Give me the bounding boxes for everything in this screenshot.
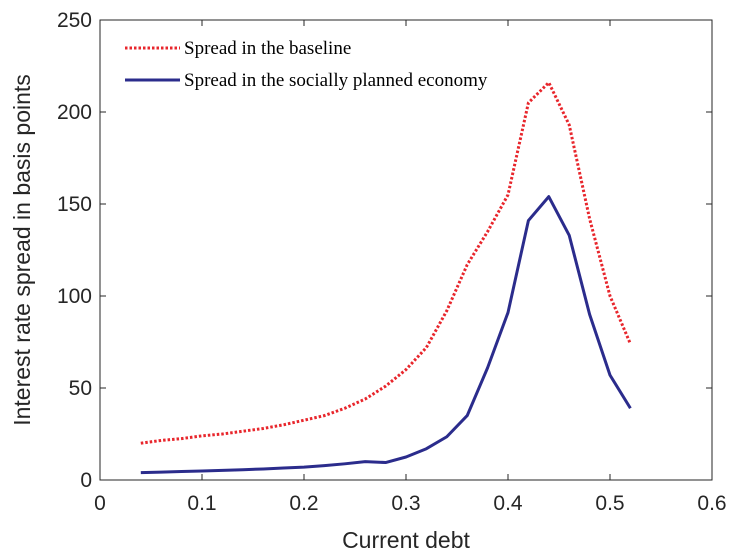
x-tick-label: 0 <box>94 492 106 515</box>
legend-label: Spread in the socially planned economy <box>184 70 488 91</box>
x-axis-label: Current debt <box>342 527 470 553</box>
x-tick-label: 0.4 <box>493 492 523 515</box>
x-tick-label: 0.6 <box>697 492 726 515</box>
x-tick-label: 0.2 <box>289 492 318 515</box>
y-tick-label: 250 <box>57 9 92 32</box>
x-tick-label: 0.1 <box>187 492 216 515</box>
line-series <box>140 81 632 445</box>
legend-label: Spread in the baseline <box>184 38 351 59</box>
x-tick-label: 0.5 <box>595 492 624 515</box>
x-tick-label: 0.3 <box>391 492 420 515</box>
line-series <box>140 195 632 475</box>
y-tick-label: 200 <box>57 101 92 124</box>
y-tick-label: 150 <box>57 193 92 216</box>
y-tick-label: 100 <box>57 285 92 308</box>
y-axis-label: Interest rate spread in basis points <box>9 74 35 426</box>
y-tick-label: 50 <box>69 377 92 400</box>
y-tick-label: 0 <box>80 469 92 492</box>
